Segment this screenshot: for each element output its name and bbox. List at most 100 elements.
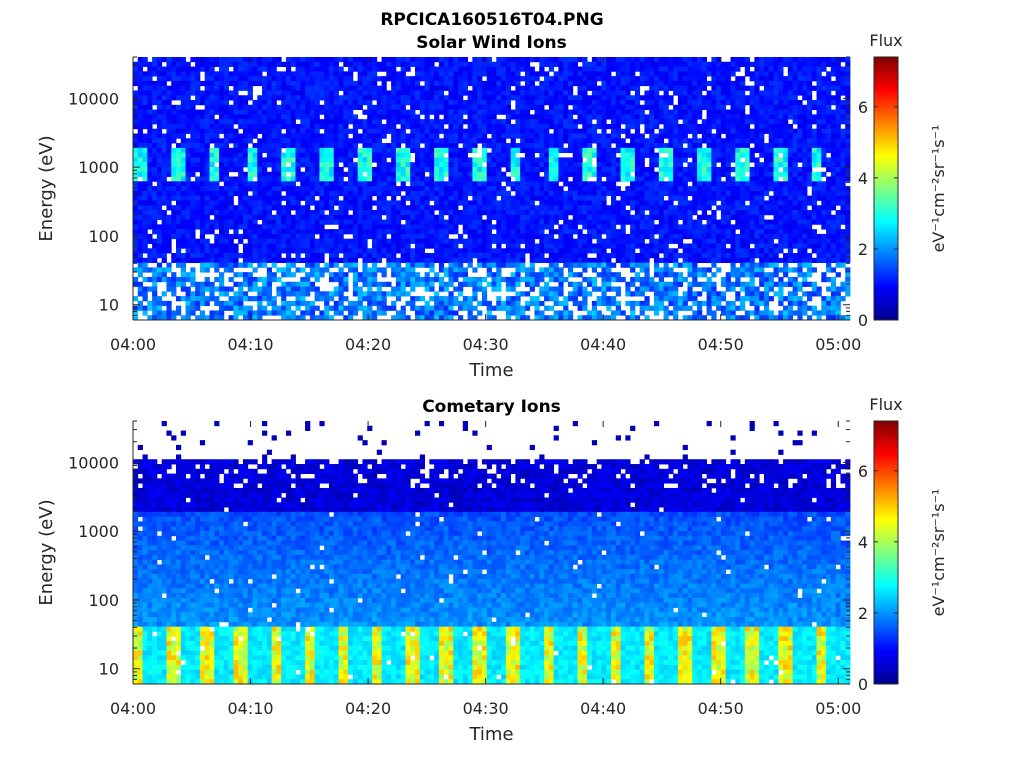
heatmap-cell bbox=[372, 300, 378, 307]
heatmap-cell bbox=[348, 219, 354, 225]
heatmap-cell bbox=[176, 57, 182, 63]
heatmap-cell bbox=[233, 100, 239, 106]
heatmap-cell bbox=[166, 276, 172, 283]
heatmap-cell bbox=[152, 166, 158, 173]
heatmap-cell bbox=[591, 257, 598, 264]
heatmap-cell bbox=[171, 138, 177, 144]
heatmap-cell bbox=[611, 171, 617, 177]
heatmap-cell bbox=[434, 200, 440, 206]
heatmap-cell bbox=[348, 157, 354, 163]
heatmap-cell bbox=[338, 305, 344, 311]
heatmap-cell bbox=[434, 229, 440, 235]
heatmap-cell bbox=[534, 233, 540, 240]
heatmap-cell bbox=[553, 200, 559, 206]
heatmap-cell bbox=[548, 210, 555, 216]
heatmap-cell bbox=[544, 109, 550, 115]
heatmap-cell bbox=[333, 76, 339, 82]
heatmap-cell bbox=[348, 57, 354, 63]
heatmap-cell bbox=[324, 76, 330, 82]
heatmap-cell bbox=[558, 200, 564, 206]
heatmap-cell bbox=[319, 181, 325, 187]
heatmap-cell bbox=[238, 233, 244, 240]
heatmap-cell bbox=[257, 143, 263, 149]
heatmap-cell bbox=[223, 176, 229, 182]
heatmap-cell bbox=[591, 286, 598, 292]
heatmap-cell bbox=[386, 181, 392, 187]
heatmap-cell bbox=[620, 229, 626, 235]
heatmap-cell bbox=[180, 200, 186, 206]
heatmap-cell bbox=[429, 123, 435, 130]
heatmap-cell bbox=[171, 214, 177, 220]
heatmap-cell bbox=[214, 71, 220, 77]
heatmap-cell bbox=[472, 123, 478, 130]
heatmap-cell bbox=[156, 61, 163, 67]
heatmap-cell bbox=[553, 171, 559, 177]
heatmap-cell bbox=[233, 80, 239, 87]
heatmap-cell bbox=[596, 190, 602, 197]
heatmap-cell bbox=[491, 214, 497, 220]
heatmap-cell bbox=[357, 133, 363, 139]
heatmap-cell bbox=[257, 100, 263, 106]
heatmap-cell bbox=[391, 71, 397, 77]
heatmap-cell bbox=[352, 123, 359, 130]
heatmap-cell bbox=[395, 138, 402, 144]
heatmap-cell bbox=[477, 190, 483, 197]
heatmap-cell bbox=[161, 200, 167, 206]
heatmap-cell bbox=[166, 71, 172, 77]
heatmap-cell bbox=[137, 210, 143, 216]
heatmap-cell bbox=[391, 66, 397, 72]
heatmap-cell bbox=[324, 85, 330, 91]
heatmap-cell bbox=[395, 315, 402, 321]
heatmap-cell bbox=[429, 152, 435, 158]
heatmap-cell bbox=[362, 57, 368, 63]
heatmap-cell bbox=[606, 100, 612, 106]
heatmap-cell bbox=[481, 80, 488, 87]
heatmap-cell bbox=[204, 133, 210, 139]
heatmap-cell bbox=[199, 95, 206, 101]
heatmap-cell bbox=[238, 61, 244, 67]
heatmap-cell bbox=[228, 95, 234, 101]
heatmap-cell bbox=[161, 66, 167, 72]
heatmap-cell bbox=[548, 238, 555, 244]
heatmap-cell bbox=[553, 143, 559, 149]
heatmap-cell bbox=[137, 190, 143, 197]
heatmap-cell bbox=[558, 286, 564, 292]
heatmap-cell bbox=[625, 119, 631, 125]
heatmap-cell bbox=[553, 267, 559, 273]
heatmap-cell bbox=[372, 90, 378, 96]
heatmap-cell bbox=[367, 166, 373, 173]
heatmap-cell bbox=[137, 300, 143, 307]
heatmap-cell bbox=[247, 66, 253, 72]
heatmap-cell bbox=[376, 296, 382, 302]
heatmap-cell bbox=[424, 109, 430, 115]
heatmap-cell bbox=[415, 157, 421, 163]
heatmap-cell bbox=[395, 90, 402, 96]
heatmap-cell bbox=[372, 128, 378, 134]
heatmap-cell bbox=[577, 76, 583, 82]
heatmap-cell bbox=[376, 90, 382, 96]
heatmap-cell bbox=[620, 157, 626, 163]
heatmap-cell bbox=[137, 76, 143, 82]
heatmap-cell bbox=[252, 104, 258, 110]
heatmap-cell bbox=[505, 66, 512, 72]
heatmap-cell bbox=[410, 238, 416, 244]
heatmap-cell bbox=[367, 176, 373, 182]
heatmap-cell bbox=[611, 166, 617, 173]
heatmap-cell bbox=[587, 200, 593, 206]
heatmap-cell bbox=[147, 171, 153, 177]
heatmap-cell bbox=[510, 214, 516, 220]
heatmap-cell bbox=[266, 147, 273, 154]
heatmap-cell bbox=[467, 205, 473, 211]
heatmap-cell bbox=[252, 166, 258, 173]
heatmap-cell bbox=[591, 243, 598, 249]
heatmap-cell bbox=[214, 238, 220, 244]
heatmap-cell bbox=[219, 315, 225, 321]
heatmap-cell bbox=[391, 214, 397, 220]
heatmap-cell bbox=[367, 138, 373, 144]
heatmap-cell bbox=[491, 66, 497, 72]
heatmap-cell bbox=[467, 95, 473, 101]
heatmap-cell bbox=[410, 205, 416, 211]
heatmap-cell bbox=[572, 186, 578, 192]
heatmap-cell bbox=[185, 243, 191, 249]
heatmap-cell bbox=[558, 147, 564, 154]
